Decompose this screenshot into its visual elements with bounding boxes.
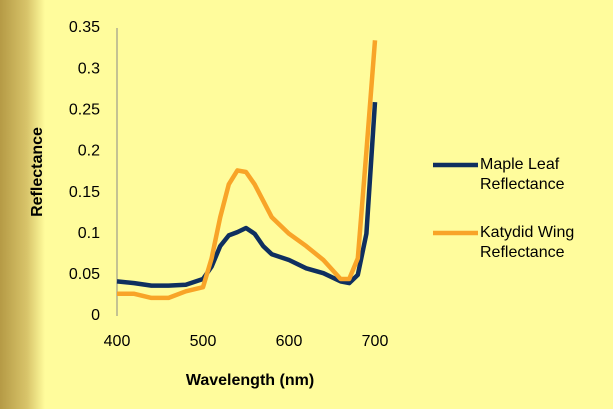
x-axis-title: Wavelength (nm): [186, 372, 314, 389]
y-axis-title: Reflectance: [29, 127, 46, 217]
y-tick-label: 0.35: [69, 19, 100, 36]
legend-label: Maple Leaf Reflectance: [480, 156, 565, 193]
x-tick-label: 600: [276, 333, 303, 350]
y-tick-label: 0.05: [69, 266, 100, 283]
series-line: [117, 40, 378, 301]
y-tick-label: 0.15: [69, 184, 100, 201]
y-tick-label: 0.3: [78, 60, 100, 77]
y-tick-label: 0.1: [78, 225, 100, 242]
series-line: [116, 101, 378, 288]
y-tick-label: 0.2: [78, 143, 100, 160]
x-tick-label: 400: [104, 333, 131, 350]
x-tick-label: 500: [190, 333, 217, 350]
legend-label: Katydid Wing Reflectance: [480, 224, 575, 261]
x-tick-label: 700: [362, 333, 389, 350]
y-tick-label: 0.25: [69, 102, 100, 119]
y-tick-label: 0: [91, 307, 100, 324]
background-strip: [0, 0, 45, 409]
